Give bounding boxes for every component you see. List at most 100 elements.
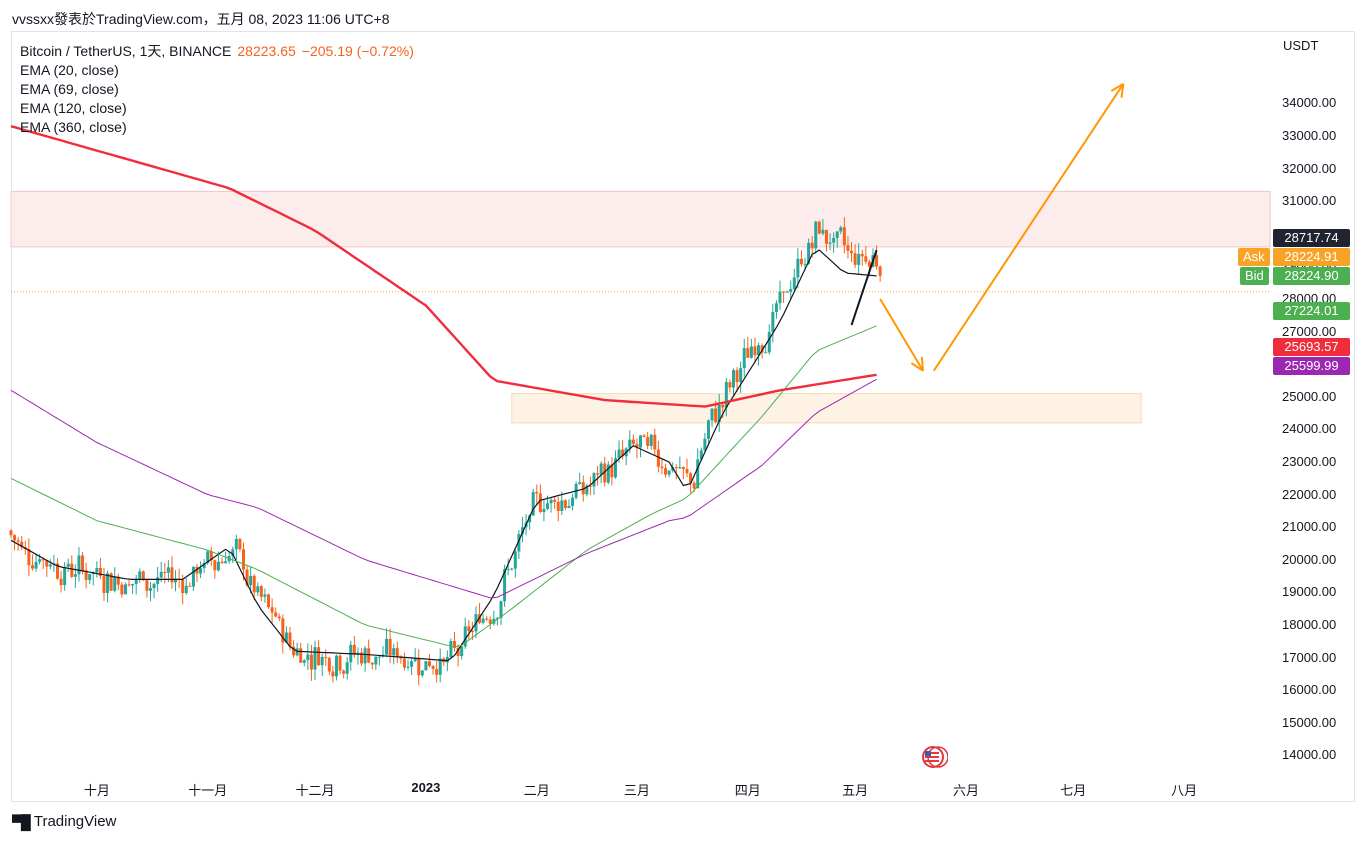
chart-frame[interactable] [11, 31, 1355, 802]
candle-body [327, 657, 331, 672]
candle-body [270, 607, 274, 613]
candle-body [613, 458, 617, 478]
candle-body [646, 437, 650, 446]
candle-body [778, 291, 782, 304]
candle-body [13, 535, 17, 541]
candle-body [817, 221, 821, 234]
publish-header: vvssxx發表於TradingView.com，五月 08, 2023 11:… [12, 11, 390, 27]
candle-body [685, 469, 689, 474]
candle-body [828, 242, 832, 244]
candle-body [785, 291, 789, 293]
candle-body [438, 658, 442, 675]
candle-body [424, 661, 428, 671]
candle-body [302, 660, 306, 663]
candle-body [832, 237, 836, 243]
candle-body [106, 573, 110, 593]
candle-body [288, 632, 292, 647]
legend-ema69[interactable]: EMA (69, close) [20, 81, 119, 97]
price-tick: 23000.00 [1282, 454, 1337, 470]
arrow-shaft-1 [932, 83, 1125, 372]
candle-body [377, 656, 381, 658]
candle-body [55, 563, 59, 579]
candle-body [456, 647, 460, 656]
candle-body [156, 577, 160, 584]
candle-body [674, 467, 678, 469]
candle-body [284, 632, 288, 643]
candle-body [342, 670, 346, 674]
candle-body [495, 618, 499, 620]
candle-body [317, 647, 321, 666]
candle-body [402, 658, 406, 668]
time-tick: 七月 [1060, 783, 1087, 798]
footer-brand[interactable]: ▀█ TradingView [12, 813, 116, 830]
ema-line-1 [10, 325, 877, 648]
time-tick: 八月 [1171, 783, 1198, 798]
candle-body [621, 449, 625, 457]
time-tick: 四月 [734, 783, 761, 798]
candle-body [742, 348, 746, 369]
trend-drawing [850, 249, 878, 326]
candle-body [631, 439, 635, 444]
candle-body [667, 470, 671, 475]
candle-body [113, 576, 117, 591]
candle-body [274, 612, 278, 617]
candle-body [406, 666, 410, 668]
candle-body [535, 492, 539, 494]
ema360-badge: 25693.57 [1273, 338, 1350, 356]
candle-body [202, 563, 206, 569]
candle-body [181, 579, 185, 594]
candle-body [331, 671, 335, 677]
candle-body [567, 505, 571, 509]
legend-ema20[interactable]: EMA (20, close) [20, 62, 119, 78]
candle-body [678, 467, 682, 469]
candle-body [338, 655, 342, 671]
candle-body [499, 601, 503, 619]
candle-body [163, 571, 167, 573]
candle-body [860, 253, 864, 257]
candle-body [148, 588, 152, 591]
candle-body [549, 499, 553, 504]
candle-body [585, 485, 589, 495]
time-tick: 2023 [411, 780, 441, 795]
candle-body [30, 565, 34, 569]
legend-symbol[interactable]: Bitcoin / TetherUS, 1天, BINANCE [20, 43, 232, 59]
candle-body [306, 654, 310, 661]
candle-body [710, 408, 714, 421]
candle-body [588, 485, 592, 487]
candle-body [546, 503, 550, 509]
price-tick: 18000.00 [1282, 617, 1337, 633]
candle-body [578, 482, 582, 484]
ema69-badge: 27224.01 [1273, 302, 1350, 320]
candle-body [460, 646, 464, 656]
time-tick: 十一月 [188, 783, 228, 798]
us-flag-event-icon[interactable] [918, 746, 948, 768]
candle-body [145, 580, 149, 591]
candle-body [277, 616, 281, 619]
candle-body [857, 253, 861, 265]
candle-body [231, 549, 235, 556]
legend-price: 28223.65 [237, 43, 296, 59]
candle-body [73, 574, 77, 577]
candle-body [363, 648, 367, 664]
price-tick: 21000.00 [1282, 519, 1337, 535]
tradingview-logo-icon: ▀█ [12, 813, 31, 830]
candle-body [188, 585, 192, 587]
candle-body [199, 568, 203, 574]
candle-body [220, 561, 224, 564]
candle-body [696, 459, 700, 489]
candle-body [739, 368, 743, 383]
candle-body [782, 291, 786, 293]
candle-body [617, 449, 621, 459]
time-tick: 六月 [952, 783, 979, 798]
price-unit[interactable]: USDT [1283, 38, 1319, 53]
legend-ema120[interactable]: EMA (120, close) [20, 100, 127, 116]
candle-body [77, 555, 81, 575]
price-tick: 24000.00 [1282, 421, 1337, 437]
legend-ema360[interactable]: EMA (360, close) [20, 119, 127, 135]
candle-body [560, 500, 564, 512]
candle-body [449, 641, 453, 658]
candle-body [538, 493, 542, 513]
candle-body [385, 638, 389, 655]
candle-body [467, 626, 471, 631]
